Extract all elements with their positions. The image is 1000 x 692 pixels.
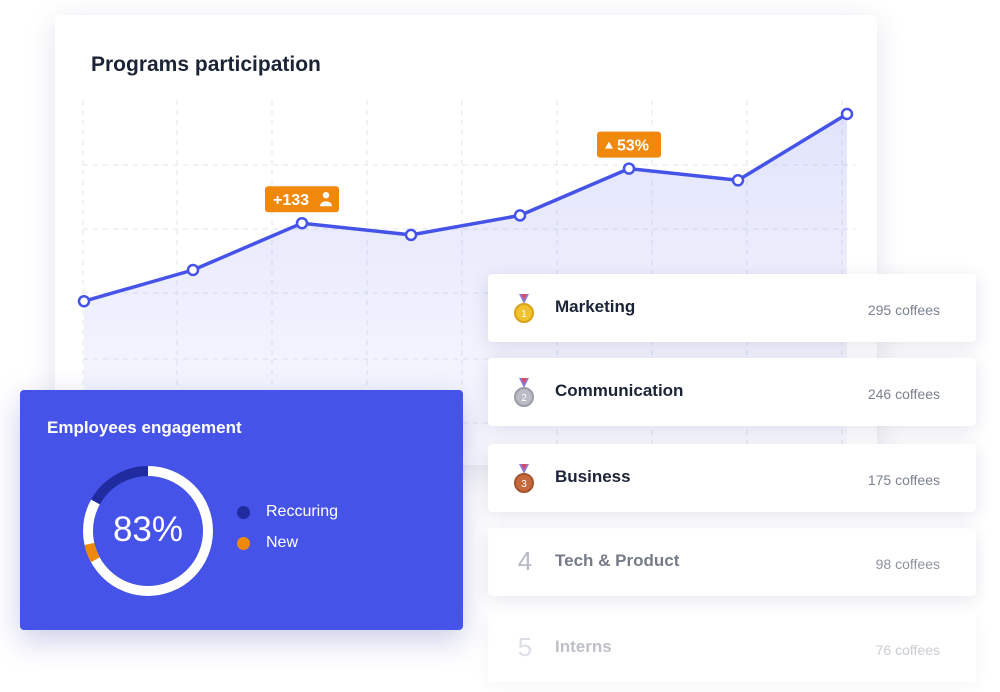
ranking-row-5[interactable]: 5 Interns 76 coffees <box>488 614 976 682</box>
data-point <box>731 174 745 187</box>
data-point <box>186 263 200 277</box>
engagement-donut <box>83 466 213 596</box>
bronze-medal-icon: 3 <box>514 464 534 493</box>
annotation-badge <box>597 131 661 158</box>
up-triangle-icon <box>605 141 613 149</box>
data-point <box>513 209 527 222</box>
engagement-percentage: 83% <box>112 510 184 549</box>
ranking-row-3[interactable]: 3 Business 175 coffees <box>488 444 976 512</box>
data-point <box>840 107 854 121</box>
data-point <box>295 216 309 230</box>
rank-coffees: 98 coffees <box>875 556 940 572</box>
data-point <box>77 294 91 308</box>
annotation-label: 53% <box>617 138 649 155</box>
silver-medal-icon: 2 <box>514 378 534 407</box>
rank-name: Communication <box>555 381 684 400</box>
legend-label-recurring: Reccuring <box>266 503 339 520</box>
donut-segment-main <box>83 466 213 596</box>
rank-name: Marketing <box>555 297 636 316</box>
rank-coffees: 295 coffees <box>867 302 940 318</box>
engagement-title: Employees engagement <box>47 418 242 437</box>
user-icon-body <box>320 201 332 207</box>
rank-number: 5 <box>517 632 533 662</box>
ranking-row-2[interactable]: 2 Communication 246 coffees <box>488 358 976 426</box>
legend-item-new: New <box>237 534 298 552</box>
svg-text:3: 3 <box>521 479 527 490</box>
legend-dot-new <box>237 536 250 550</box>
legend-label-new: New <box>266 534 299 551</box>
chart-title: Programs participation <box>91 53 321 76</box>
rank-name: Interns <box>555 637 612 656</box>
rank-coffees: 175 coffees <box>867 472 940 488</box>
svg-text:1: 1 <box>521 309 527 320</box>
annotation-label: +133 <box>273 192 309 209</box>
rank-name: Business <box>555 467 631 486</box>
legend-dot-recurring <box>237 505 250 519</box>
rank-coffees: 76 coffees <box>875 642 940 658</box>
data-point <box>622 162 636 175</box>
data-point <box>404 228 418 242</box>
rank-name: Tech & Product <box>555 551 680 570</box>
rank-number: 4 <box>517 546 533 576</box>
svg-text:2: 2 <box>521 393 527 404</box>
series-line <box>83 112 848 303</box>
ranking-row-1[interactable]: 1 Marketing 295 coffees <box>488 274 976 342</box>
ranking-row-4[interactable]: 4 Tech & Product 98 coffees <box>488 528 976 596</box>
legend-item-recurring: Reccuring <box>237 503 338 521</box>
user-icon <box>322 192 330 199</box>
gold-medal-icon: 1 <box>514 294 534 323</box>
rank-coffees: 246 coffees <box>867 386 940 402</box>
employees-engagement-card: Employees engagement 83% Reccuring New <box>20 390 463 630</box>
